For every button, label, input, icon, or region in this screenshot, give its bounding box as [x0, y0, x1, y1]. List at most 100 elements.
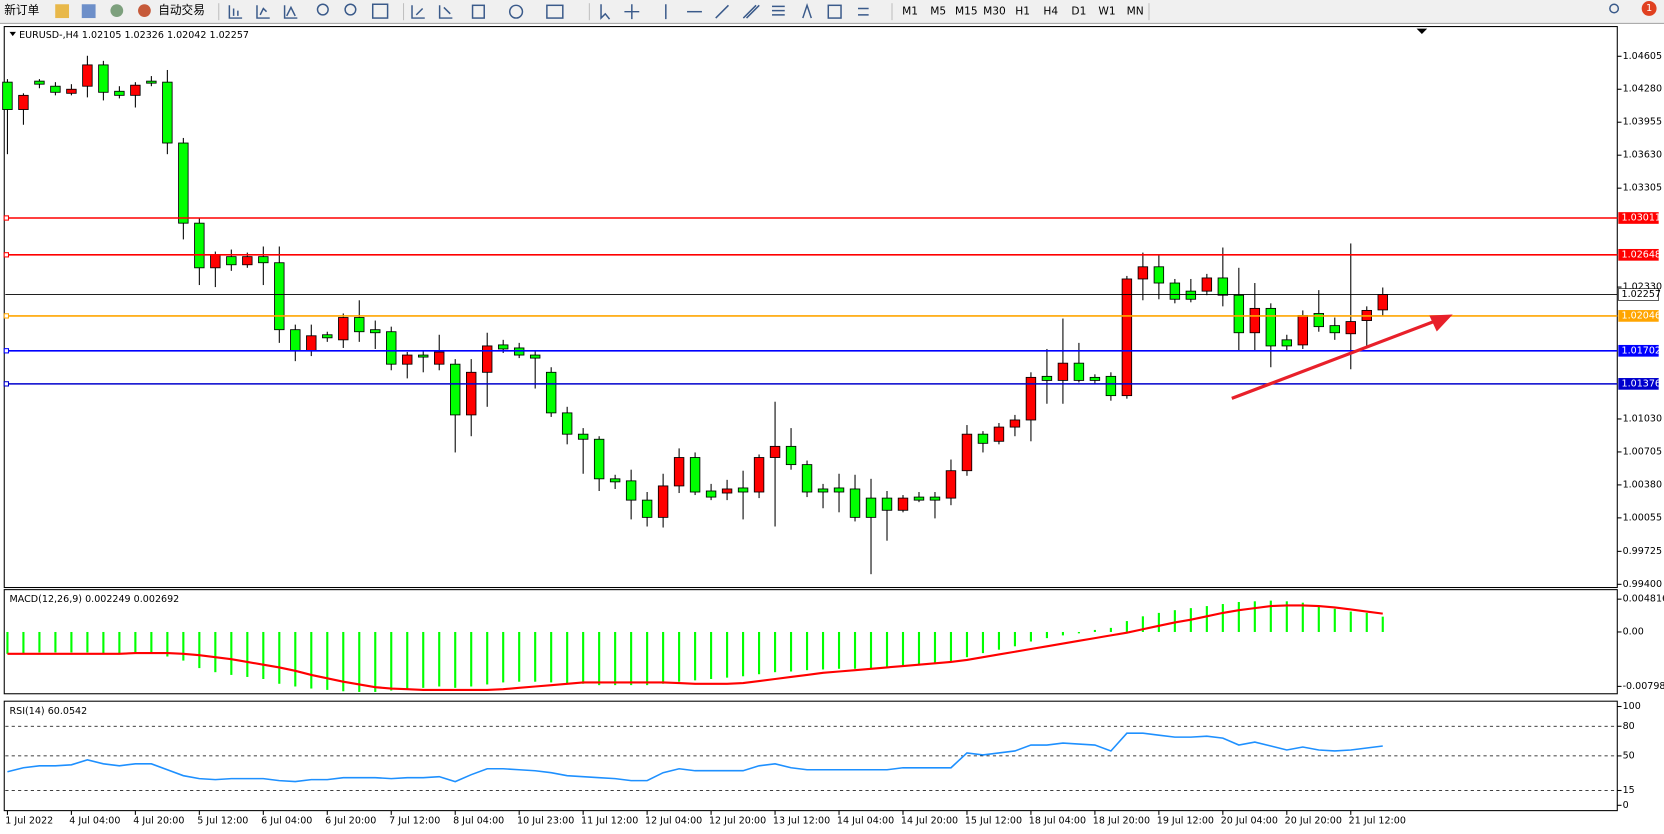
macd-bar	[326, 631, 329, 690]
label-tool[interactable]	[827, 4, 842, 19]
macd-bar	[486, 631, 489, 685]
y-tick-label: 1.00055	[1623, 512, 1662, 523]
candle-body	[50, 85, 61, 93]
icon[interactable]	[438, 5, 453, 19]
channel-tool[interactable]	[742, 4, 760, 19]
macd-bar	[694, 631, 697, 681]
search[interactable]	[1609, 3, 1620, 14]
icon[interactable]	[371, 3, 389, 19]
macd-bar	[965, 631, 969, 658]
macd-bar	[598, 631, 601, 686]
x-tick-label: 15 Jul 12:00	[965, 816, 1022, 827]
candle-body	[529, 354, 541, 359]
candle-body	[977, 433, 989, 444]
candle-body	[961, 433, 973, 472]
fibo-tool[interactable]	[772, 5, 785, 16]
macd-bar	[1333, 608, 1336, 632]
macd-bar	[758, 631, 761, 675]
y-tick-label: 80	[1623, 721, 1635, 732]
macd-bar	[502, 631, 505, 683]
macd-bar	[102, 631, 105, 654]
y-tick-label: 1.03955	[1623, 117, 1662, 128]
macd-bar	[997, 631, 1001, 650]
crosshair-tool[interactable]	[624, 4, 640, 20]
cursor-tool[interactable]	[600, 4, 611, 20]
candle-body	[1009, 419, 1021, 428]
candle-body	[849, 488, 861, 518]
x-tick-label: 20 Jul 04:00	[1221, 816, 1278, 827]
macd-bar	[294, 631, 297, 687]
level-label: 1.02648	[1622, 249, 1661, 260]
macd-bar	[374, 631, 377, 692]
candle-body	[801, 464, 813, 493]
shapes-tool[interactable]	[858, 7, 869, 16]
rsi-title: RSI(14)	[10, 705, 45, 716]
timeframe-button[interactable]: H1	[1015, 5, 1030, 18]
level-label-box	[1618, 310, 1659, 322]
auto-trade-button[interactable]: 自动交易	[158, 3, 205, 17]
candle-body	[705, 490, 717, 498]
macd-bar	[118, 631, 121, 654]
chart-shift-marker[interactable]	[1416, 28, 1428, 34]
macd-bar	[981, 631, 985, 654]
candle-body	[1201, 277, 1213, 292]
timeframe-button[interactable]: M15	[955, 5, 978, 18]
timeframe-button[interactable]: M30	[983, 5, 1006, 18]
macd-bar	[773, 631, 777, 673]
timeframe-button[interactable]: M1	[902, 5, 918, 18]
y-tick-label: 0.004816	[1623, 594, 1664, 605]
candle-body	[993, 426, 1005, 442]
candle-body	[737, 487, 749, 493]
macd-bar	[1253, 601, 1256, 632]
candle-body	[290, 329, 301, 352]
level-anchor	[3, 252, 10, 258]
icon[interactable]	[110, 4, 124, 17]
icon[interactable]	[508, 4, 524, 19]
candle-body	[1281, 339, 1293, 347]
icon[interactable]	[228, 5, 243, 19]
macd-bar	[885, 631, 889, 669]
timeframe-button[interactable]: D1	[1071, 5, 1086, 18]
candle-body	[1089, 376, 1101, 381]
x-tick-label: 18 Jul 04:00	[1029, 816, 1086, 827]
timeframe-button[interactable]: M5	[930, 5, 946, 18]
auto-trade-icon[interactable]	[138, 4, 151, 17]
zoom-in[interactable]	[316, 3, 329, 16]
macd-bar	[534, 631, 537, 682]
icon[interactable]	[283, 5, 298, 19]
macd-bar	[614, 631, 617, 686]
macd-bar	[166, 631, 169, 657]
level-label: 1.02046	[1622, 310, 1661, 321]
level-anchor	[3, 313, 10, 319]
icon[interactable]	[546, 4, 564, 19]
candle-body	[897, 497, 909, 511]
candle-body	[497, 344, 509, 350]
macd-bar	[1061, 631, 1064, 636]
timeframe-button[interactable]: H4	[1043, 5, 1058, 18]
macd-bar	[566, 631, 569, 684]
candle-body	[466, 371, 477, 416]
candle-body	[865, 497, 877, 518]
candle-body	[1025, 376, 1037, 421]
icon[interactable]	[55, 4, 70, 19]
level-anchor	[3, 215, 10, 221]
icon[interactable]	[471, 4, 485, 19]
macd-bar	[214, 631, 217, 673]
candle-body	[577, 433, 589, 440]
text-tool[interactable]	[802, 2, 812, 19]
trendline-tool[interactable]	[715, 4, 729, 19]
new-order-button[interactable]: 新订单	[4, 3, 39, 17]
timeframe-button[interactable]: W1	[1098, 5, 1115, 18]
timeframe-button[interactable]: MN	[1127, 5, 1144, 18]
candle-body	[418, 354, 429, 358]
notification-badge[interactable]	[1641, 1, 1657, 16]
icon[interactable]	[411, 5, 425, 19]
x-tick-label: 12 Jul 04:00	[645, 816, 702, 827]
candle-body	[226, 256, 237, 266]
macd-bar	[630, 631, 633, 686]
level-label-box	[1618, 212, 1659, 224]
x-tick-label: 6 Jul 20:00	[325, 816, 376, 827]
icon[interactable]	[81, 4, 96, 19]
icon[interactable]	[256, 5, 270, 19]
zoom-out[interactable]	[344, 3, 357, 16]
